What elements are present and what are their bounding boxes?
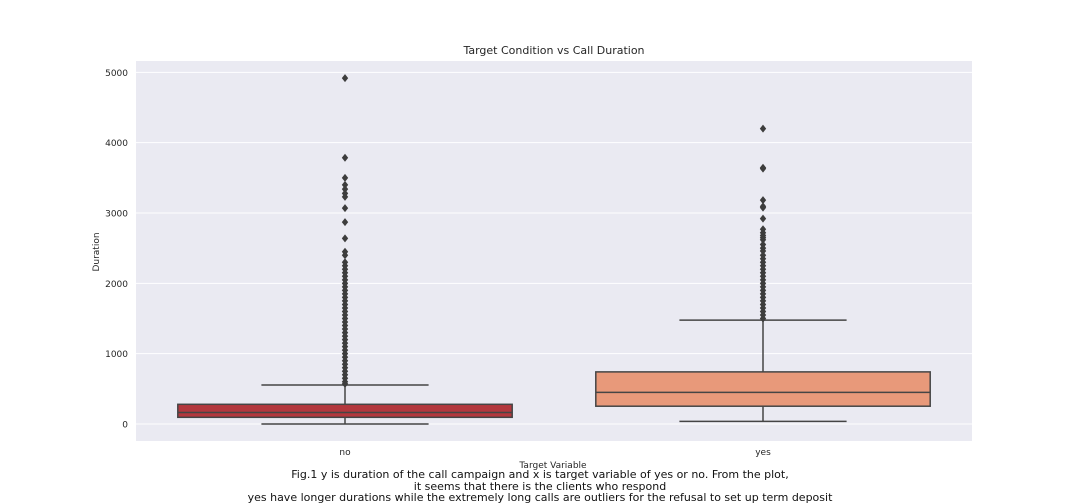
y-tick-label-5000: 5000	[105, 69, 128, 79]
outlier-yes-0	[759, 124, 767, 133]
caption-line-3: yes have longer durations while the extr…	[247, 491, 833, 504]
outlier-no-8	[341, 218, 349, 227]
x-tick-labels: no yes	[339, 448, 771, 458]
outlier-yes-14	[759, 246, 767, 255]
boxes	[177, 74, 931, 425]
box-no	[177, 403, 513, 419]
outlier-no-11	[341, 251, 349, 260]
caption-line-1: Fig.1 y is duration of the call campaign…	[291, 468, 789, 481]
outlier-yes-11	[759, 235, 767, 244]
outlier-no-3	[341, 180, 349, 189]
caption-line-2: it seems that there is the clients who r…	[413, 480, 667, 493]
outlier-yes-5	[759, 203, 767, 212]
outlier-no-1	[341, 153, 349, 162]
outlier-no-6	[341, 192, 349, 201]
outlier-no-2	[341, 173, 349, 182]
outlier-no-47	[341, 379, 349, 388]
outlier-yes-3	[759, 196, 767, 205]
outlier-yes-33	[759, 314, 767, 323]
x-tick-label-yes: yes	[755, 448, 771, 458]
outlier-no-0	[341, 74, 349, 83]
y-tick-label-0: 0	[122, 421, 128, 431]
outlier-no-4	[341, 185, 349, 194]
y-tick-label-2000: 2000	[105, 280, 128, 290]
y-axis-label: Duration	[92, 232, 102, 271]
y-tick-label-3000: 3000	[105, 210, 128, 220]
x-tick-label-no: no	[339, 448, 351, 458]
y-tick-label-1000: 1000	[105, 350, 128, 360]
chart-title: Target Condition vs Call Duration	[462, 44, 644, 57]
outlier-yes-2	[759, 164, 767, 173]
outlier-yes-6	[759, 214, 767, 223]
outlier-no-7	[341, 204, 349, 213]
x-axis-label: Target Variable	[518, 461, 587, 471]
y-tick-label-4000: 4000	[105, 139, 128, 149]
y-tick-labels: 0 1000 2000 3000 4000 5000	[105, 69, 128, 431]
box-yes	[595, 371, 931, 407]
outlier-no-9	[341, 234, 349, 243]
